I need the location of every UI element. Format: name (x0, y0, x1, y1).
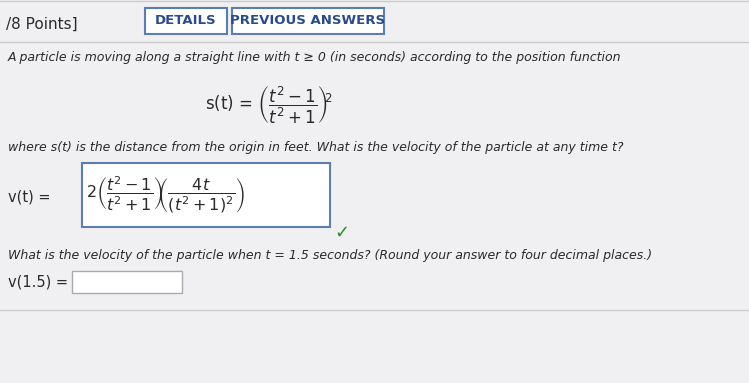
Text: What is the velocity of the particle when t = 1.5 seconds? (Round your answer to: What is the velocity of the particle whe… (8, 249, 652, 262)
Text: ✓: ✓ (334, 224, 349, 242)
Text: v(1.5) =: v(1.5) = (8, 275, 68, 290)
Text: s(t) = $\left(\dfrac{t^2-1}{t^2+1}\right)^{\!\!2}$: s(t) = $\left(\dfrac{t^2-1}{t^2+1}\right… (205, 84, 333, 126)
FancyBboxPatch shape (145, 8, 227, 34)
Text: DETAILS: DETAILS (155, 15, 216, 28)
Text: $2\left(\dfrac{t^2-1}{t^2+1}\right)\!\!\left(\dfrac{4t}{(t^2+1)^2}\right)$: $2\left(\dfrac{t^2-1}{t^2+1}\right)\!\!\… (86, 175, 245, 215)
Text: where s(t) is the distance from the origin in feet. What is the velocity of the : where s(t) is the distance from the orig… (8, 141, 623, 154)
Text: PREVIOUS ANSWERS: PREVIOUS ANSWERS (231, 15, 386, 28)
Text: /8 Points]: /8 Points] (6, 16, 78, 31)
FancyBboxPatch shape (82, 163, 330, 227)
Text: A particle is moving along a straight line with t ≥ 0 (in seconds) according to : A particle is moving along a straight li… (8, 51, 622, 64)
Text: v(t) =: v(t) = (8, 190, 50, 205)
FancyBboxPatch shape (232, 8, 384, 34)
FancyBboxPatch shape (72, 271, 182, 293)
